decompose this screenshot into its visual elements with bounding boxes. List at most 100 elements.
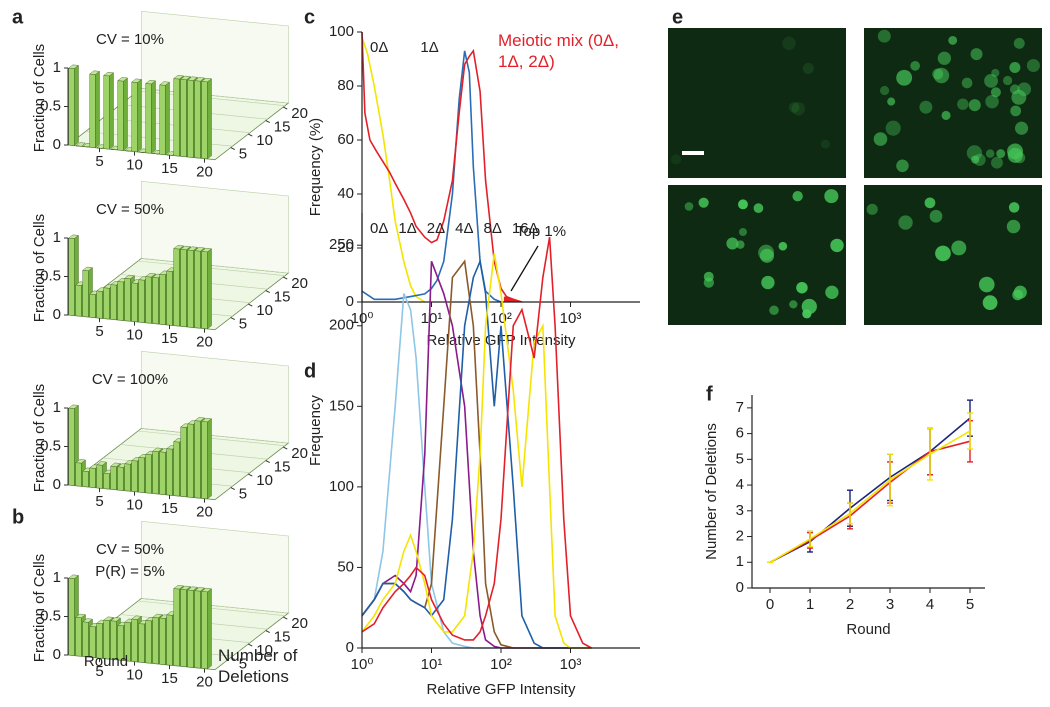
- depth-tick-label: 20: [291, 615, 308, 632]
- x-tick-label: 4: [926, 596, 934, 613]
- depth-tick-label: 10: [256, 302, 273, 319]
- y-tick-label: 50: [337, 558, 354, 575]
- cell: [929, 209, 943, 223]
- cell: [877, 29, 891, 43]
- cell: [971, 155, 980, 164]
- error-bar: [807, 530, 813, 548]
- depth-tick: [283, 446, 288, 450]
- cell: [991, 68, 1000, 77]
- bar-front: [75, 462, 82, 487]
- cell: [1012, 289, 1023, 301]
- legend-label: 1Δ: [398, 220, 416, 237]
- depth-tick: [265, 460, 270, 463]
- bar-front: [159, 617, 166, 665]
- bar-front: [152, 617, 159, 665]
- cell: [898, 215, 913, 230]
- bar-side: [95, 70, 100, 149]
- panel-letter: b: [12, 506, 24, 528]
- depth-tick-label: 20: [291, 275, 308, 292]
- bar-front: [145, 620, 152, 664]
- depth-tick: [248, 133, 253, 137]
- cell: [670, 154, 682, 165]
- bar-front: [152, 277, 159, 325]
- bar3d: [68, 574, 80, 657]
- bar-front: [117, 80, 124, 151]
- cell: [985, 94, 999, 109]
- z-tick-label: 0: [53, 136, 61, 153]
- z-tick-label: 0.5: [40, 437, 61, 454]
- x-tick-label: 15: [161, 670, 178, 687]
- bar-front: [68, 577, 75, 656]
- cell: [1008, 202, 1020, 213]
- legend-label: 8Δ: [484, 220, 502, 237]
- scale-bar: [682, 151, 704, 155]
- bar3d: [75, 459, 87, 487]
- cell: [1006, 219, 1021, 234]
- cell: [885, 120, 901, 136]
- bar-front: [180, 79, 187, 158]
- x-tick-label: 10: [126, 497, 143, 514]
- bar-front: [96, 147, 103, 149]
- bar-front: [131, 282, 138, 323]
- depth-tick-label: 5: [239, 486, 247, 503]
- x-tick-label: 0: [766, 596, 774, 613]
- x-tick-label: 5: [95, 153, 103, 170]
- error-bar: [927, 427, 933, 481]
- y-tick-label: 3: [736, 502, 744, 519]
- bar-front: [138, 457, 145, 493]
- panel-letter: e: [672, 6, 683, 28]
- z-tick-label: 1: [53, 399, 61, 416]
- cell: [753, 203, 764, 213]
- x-tick-label: 20: [196, 504, 213, 521]
- bar-front: [103, 287, 110, 320]
- bar-front: [152, 153, 159, 155]
- depth-tick-label: 5: [239, 146, 247, 163]
- z-tick-label: 1: [53, 59, 61, 76]
- cell: [982, 295, 998, 311]
- bar-side: [74, 64, 79, 147]
- cell: [961, 77, 973, 89]
- bar-front: [187, 423, 194, 498]
- panel-title: CV = 50%: [96, 541, 164, 558]
- cell: [933, 67, 950, 84]
- cell: [758, 244, 775, 261]
- bar3d: [131, 78, 143, 153]
- bar-front: [103, 472, 110, 490]
- legend-label: 0Δ: [370, 220, 388, 237]
- cell: [802, 309, 812, 319]
- bar-front: [187, 249, 194, 328]
- bar-front: [173, 248, 180, 327]
- cell: [698, 197, 709, 208]
- cell: [948, 35, 958, 45]
- series-line: [361, 253, 592, 649]
- x-tick-label: 20: [196, 334, 213, 351]
- z-tick-label: 0.5: [40, 267, 61, 284]
- x-tick-label: 10²: [490, 310, 512, 327]
- y-tick-label: 20: [337, 239, 354, 256]
- bar3d: [75, 142, 87, 147]
- bar-front: [180, 249, 187, 328]
- bar-front: [145, 83, 152, 154]
- bar-front: [82, 270, 89, 318]
- y-tick-label: 6: [736, 425, 744, 442]
- bar-front: [187, 589, 194, 668]
- depth-tick-label: 15: [274, 289, 291, 306]
- depth-tick: [230, 147, 235, 150]
- cell: [788, 102, 800, 113]
- depth-tick: [230, 487, 235, 490]
- legend-label: 2Δ: [427, 220, 445, 237]
- cell: [866, 203, 878, 215]
- bar-front: [96, 290, 103, 319]
- panel-title: CV = 10%: [96, 31, 164, 48]
- cell: [796, 281, 808, 294]
- bar-front: [124, 150, 131, 152]
- panel-title: CV = 50%: [96, 201, 164, 218]
- cell: [738, 227, 747, 237]
- bar3d: [96, 619, 108, 659]
- x-tick-label: 5: [966, 596, 974, 613]
- bar-front: [82, 470, 89, 488]
- bar-front: [131, 460, 138, 493]
- cell: [792, 191, 803, 202]
- depth-tick-label: 10: [256, 132, 273, 149]
